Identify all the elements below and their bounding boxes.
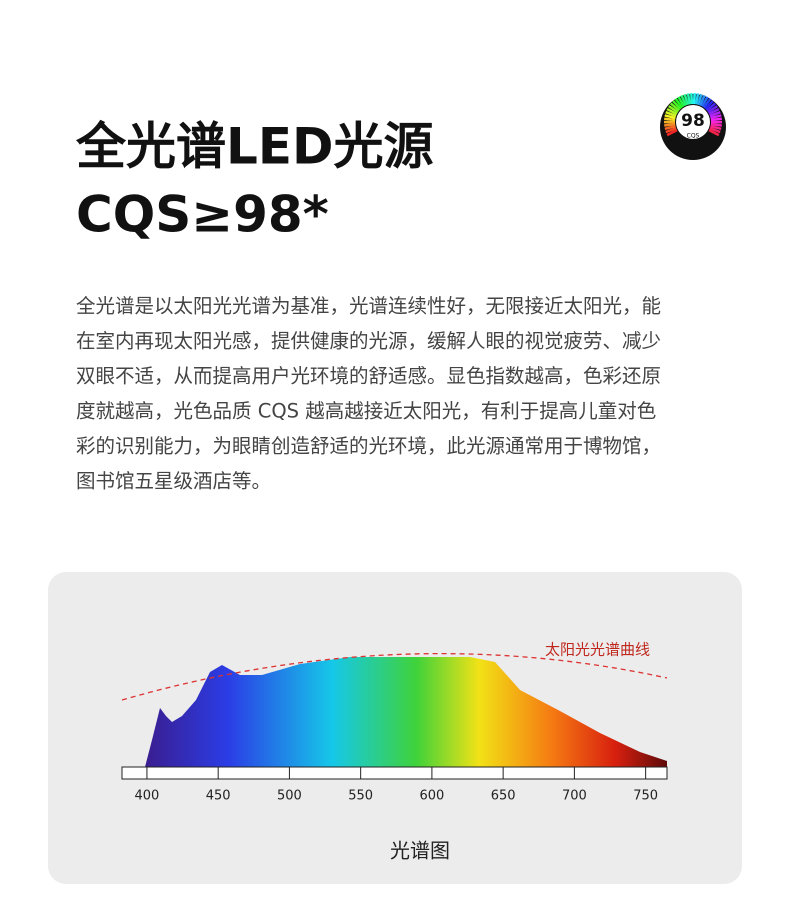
paragraph-line: 彩的识别能力，为眼睛创造舒适的光环境，此光源通常用于博物馆， [76, 435, 661, 458]
tick-label: 750 [633, 789, 658, 804]
tick-label: 700 [562, 789, 587, 804]
badge-ray [694, 93, 700, 105]
badge-ray [665, 127, 677, 134]
badge-ray [709, 111, 721, 118]
badge-ray [664, 114, 676, 120]
paragraph-line: 双眼不适，从而提高用户光环境的舒适感。显色指数越高，色彩还原 [76, 365, 661, 388]
badge-ray [704, 100, 714, 110]
badge-ray [710, 117, 722, 122]
badge-label: CQS [687, 133, 700, 140]
tick-label: 550 [348, 789, 373, 804]
badge-ray [666, 129, 678, 137]
badge-ray [683, 93, 690, 106]
badge-ray [706, 102, 717, 112]
tick-label: 600 [419, 789, 444, 804]
badge-ray [709, 127, 721, 134]
badge-ray [700, 96, 709, 108]
badge-ray [710, 125, 722, 131]
badge-ray [710, 122, 722, 127]
cqs-badge: 98 CQS Color Quality Scale [660, 92, 726, 170]
badge-ray [710, 114, 722, 120]
badge-ray [669, 102, 680, 112]
badge-ray [707, 105, 718, 114]
badge-ray [666, 107, 678, 116]
badge-ray [672, 100, 682, 110]
badge-center [676, 105, 710, 139]
badge-ray [692, 92, 696, 105]
paragraph-line: 全光谱是以太阳光光谱为基准，光谱连续性好，无限接近太阳光，能 [76, 295, 661, 318]
title-line: 全光谱LED光源 [75, 118, 434, 176]
badge-ray [664, 125, 676, 131]
badge-ray [664, 117, 676, 122]
badge-ray [677, 96, 686, 108]
tick-label: 450 [206, 789, 231, 804]
badge-ray [699, 94, 706, 106]
badge-ray [668, 105, 679, 114]
paragraph-line: 度就越高，光色品质 CQS 越高越接近太阳光，有利于提高儿童对色 [76, 400, 656, 423]
tick-label: 650 [491, 789, 516, 804]
badge-ray [708, 129, 720, 137]
badge-ray [708, 107, 720, 116]
badge-ray [674, 98, 684, 109]
badge-ray [702, 98, 712, 109]
paragraph-line: 图书馆五星级酒店等。 [76, 470, 271, 493]
badge-ray [696, 93, 703, 106]
paragraph-line: 在室内再现太阳光感，提供健康的光源，缓解人眼的视觉疲劳、减少 [76, 330, 661, 353]
curve-label: 太阳光光谱曲线 [545, 641, 650, 659]
badge-ray [664, 122, 676, 127]
axis-bar [121, 766, 668, 780]
caption: 光谱图 [390, 839, 450, 863]
badge-ray [690, 92, 694, 105]
title-line: CQS≥98* [76, 186, 329, 244]
tick-label: 400 [135, 789, 160, 804]
tick-label: 500 [277, 789, 302, 804]
badge-ray [665, 111, 677, 118]
badge-value: 98 [681, 111, 705, 131]
spectrum-shape [145, 657, 667, 767]
badge-ray [686, 93, 692, 105]
sunlight-curve [121, 652, 668, 701]
badge-ray [680, 94, 687, 106]
